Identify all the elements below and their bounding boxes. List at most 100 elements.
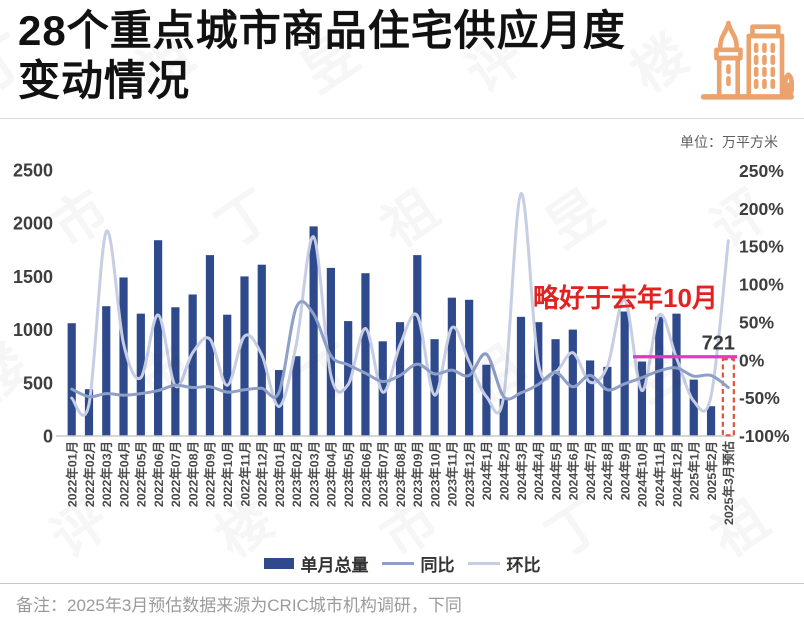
bar <box>516 316 526 436</box>
bar <box>292 356 301 436</box>
right-axis-tick: 50% <box>739 312 774 332</box>
x-axis-label: 2023年12月 <box>462 441 477 507</box>
bar <box>551 339 560 436</box>
x-axis-label: 2024年4月 <box>531 441 546 500</box>
bar <box>465 299 474 436</box>
bar <box>344 321 353 436</box>
x-axis-label: 2024年11月 <box>652 441 667 506</box>
bar <box>84 389 94 436</box>
bar <box>568 329 577 436</box>
right-axis-tick: -50% <box>739 388 780 408</box>
bar <box>188 294 197 436</box>
bar <box>430 339 439 436</box>
right-axis-tick: -100% <box>739 426 790 446</box>
footer-divider <box>0 583 804 584</box>
bar <box>171 307 180 436</box>
watermark-glyph: 楼 <box>613 12 702 108</box>
bar <box>482 364 491 436</box>
bar <box>136 313 145 436</box>
x-axis-label: 2022年01月 <box>65 441 80 507</box>
legend-label: 同比 <box>420 556 455 575</box>
annotation-label: 略好于去年10月 <box>533 283 718 313</box>
bar <box>361 273 370 436</box>
x-axis-label: 2023年11月 <box>445 441 460 506</box>
bar <box>205 255 215 436</box>
left-axis-tick: 2500 <box>13 161 53 181</box>
right-axis-tick: 100% <box>739 275 784 295</box>
bar <box>119 277 128 436</box>
x-axis-label: 2022年04月 <box>116 441 131 507</box>
x-axis-label: 2024年2月 <box>497 441 512 500</box>
bar <box>102 306 111 436</box>
x-axis-label: 2024年12月 <box>669 441 684 507</box>
x-axis-label: 2022年11月 <box>237 441 252 506</box>
x-axis-label: 2023年05月 <box>341 441 356 507</box>
x-axis-label: 2024年6月 <box>566 441 581 500</box>
legend-label: 单月总量 <box>300 556 369 575</box>
right-axis-tick: 250% <box>739 161 784 181</box>
x-axis-label: 2024年9月 <box>617 441 632 500</box>
legend-item-bar: 单月总量 <box>263 551 369 576</box>
x-axis-label: 2024年5月 <box>548 441 563 500</box>
supply-chart: 0 500 1000 1500 2000 2500 -100% -50% 0% 50% 100% 15… <box>13 161 790 526</box>
bar <box>223 314 232 436</box>
bar <box>240 276 249 436</box>
bar <box>395 322 405 436</box>
bar <box>378 341 387 436</box>
x-axis-label: 2024年1月 <box>479 441 494 500</box>
bar <box>637 361 647 436</box>
bar <box>326 267 335 436</box>
bar <box>67 323 76 436</box>
forecast-value-label: 721 <box>702 333 735 355</box>
x-axis-label: 2022年12月 <box>255 441 270 507</box>
legend-item-mom: 环比 <box>467 551 541 576</box>
page-title: 28个重点城市商品住宅供应月度 变动情况 <box>18 6 626 106</box>
bar <box>586 360 595 436</box>
x-axis-label: 2024年10月 <box>635 441 650 507</box>
bar <box>603 366 612 436</box>
x-axis-label: 2022年07月 <box>168 441 183 507</box>
x-axis-label: 2023年03月 <box>306 441 321 507</box>
bar <box>257 264 266 436</box>
x-axis-label: 2024年7月 <box>583 441 598 500</box>
left-axis-tick: 1500 <box>13 267 53 287</box>
bar-swatch-icon <box>263 558 294 569</box>
x-axis-label: 2022年03月 <box>99 441 114 507</box>
x-axis-label: 2024年8月 <box>600 441 615 500</box>
x-axis-label: 2023年04月 <box>324 441 339 507</box>
x-axis-label: 2022年06月 <box>151 441 166 507</box>
x-axis-label: 2023年06月 <box>358 441 373 507</box>
mom-line-swatch-icon <box>467 561 500 566</box>
legend-item-yoy: 同比 <box>381 551 455 576</box>
x-axis-label: 2023年08月 <box>393 441 408 507</box>
forecast-bar <box>721 358 735 437</box>
bar <box>655 316 664 436</box>
bar <box>499 398 508 436</box>
bar <box>672 313 681 436</box>
x-axis-label: 2022年08月 <box>185 441 200 507</box>
x-axis-label: 2023年09月 <box>410 441 425 507</box>
header-divider <box>0 118 804 119</box>
x-axis-label: 2025年3月预估 <box>721 440 736 525</box>
bar <box>534 322 543 436</box>
title-line-1: 28个重点城市商品住宅供应月度 <box>18 7 626 54</box>
bar <box>706 406 716 436</box>
title-line-2: 变动情况 <box>18 57 191 104</box>
x-axis-label: 2022年10月 <box>220 441 235 507</box>
x-axis-label: 2023年01月 <box>272 441 287 507</box>
bar <box>154 240 163 436</box>
footer-note: 备注：2025年3月预估数据来源为CRIC城市机构调研，下同 <box>16 596 462 615</box>
yoy-line <box>70 300 730 401</box>
bar <box>274 370 284 436</box>
right-axis-tick: 200% <box>739 199 784 219</box>
x-axis-label: 2025年2月 <box>704 441 719 500</box>
left-axis-tick: 0 <box>43 427 53 447</box>
legend-label: 环比 <box>506 556 541 575</box>
yoy-line-swatch-icon <box>381 561 414 566</box>
right-axis-tick: 150% <box>739 237 784 257</box>
bar <box>689 379 698 436</box>
x-axis-label: 2025年1月 <box>687 441 702 500</box>
left-axis-tick: 1000 <box>13 320 53 340</box>
x-axis-label: 2022年09月 <box>203 441 218 507</box>
x-axis-label: 2023年02月 <box>289 441 304 507</box>
